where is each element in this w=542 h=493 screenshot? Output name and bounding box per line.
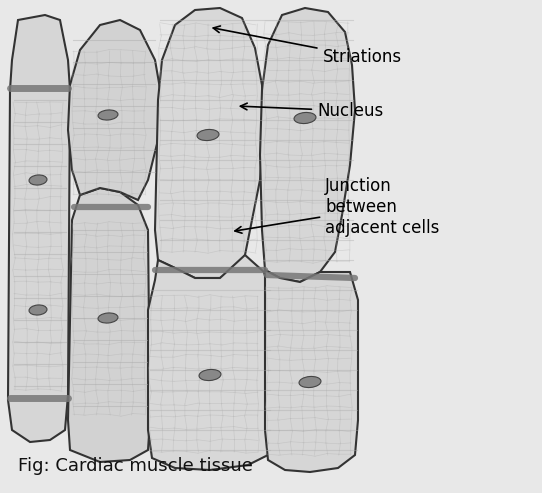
Ellipse shape xyxy=(29,175,47,185)
Polygon shape xyxy=(265,270,358,472)
Text: Junction
between
adjacent cells: Junction between adjacent cells xyxy=(235,177,440,237)
Ellipse shape xyxy=(98,313,118,323)
Ellipse shape xyxy=(299,377,321,387)
Ellipse shape xyxy=(199,369,221,381)
Ellipse shape xyxy=(29,305,47,315)
Polygon shape xyxy=(155,8,264,278)
Ellipse shape xyxy=(294,112,316,124)
Text: Striations: Striations xyxy=(213,26,402,66)
Text: Fig: Cardiac muscle tissue: Fig: Cardiac muscle tissue xyxy=(18,457,253,475)
Polygon shape xyxy=(8,15,70,442)
Ellipse shape xyxy=(197,130,219,141)
Polygon shape xyxy=(260,8,355,282)
Ellipse shape xyxy=(98,110,118,120)
Polygon shape xyxy=(68,188,150,462)
Polygon shape xyxy=(148,255,272,470)
Polygon shape xyxy=(68,20,162,200)
Text: Nucleus: Nucleus xyxy=(241,102,383,120)
